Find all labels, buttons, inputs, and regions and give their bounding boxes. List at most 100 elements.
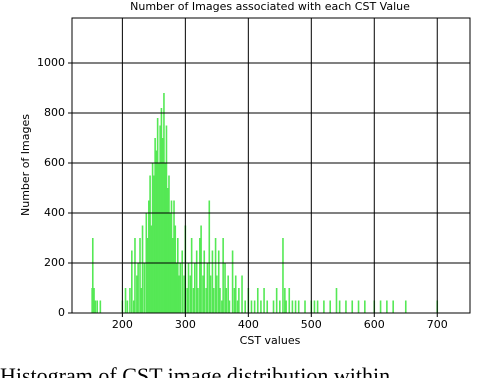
bar xyxy=(253,300,256,313)
bar xyxy=(156,118,159,313)
bar xyxy=(266,300,269,313)
bar xyxy=(141,225,144,313)
bar xyxy=(159,125,161,313)
bar xyxy=(209,275,212,313)
bar xyxy=(161,138,164,313)
bar xyxy=(153,175,155,313)
bar xyxy=(313,300,316,313)
bar xyxy=(224,263,226,313)
y-tick-label: 200 xyxy=(44,256,65,269)
bar xyxy=(222,238,224,313)
bar xyxy=(186,288,189,313)
bar xyxy=(386,300,388,313)
bar xyxy=(164,163,167,313)
bar xyxy=(139,238,141,313)
bar xyxy=(285,300,287,313)
bar xyxy=(364,300,366,313)
bar xyxy=(96,300,98,313)
bar xyxy=(241,275,243,313)
bar xyxy=(171,238,174,313)
bar xyxy=(338,300,341,313)
bar xyxy=(205,288,207,313)
y-tick-label: 600 xyxy=(44,156,65,169)
bar xyxy=(208,200,211,313)
bar xyxy=(225,288,228,313)
bar xyxy=(136,275,138,313)
bar xyxy=(404,300,407,313)
bar xyxy=(93,288,95,313)
y-axis-label: Number of Images xyxy=(19,114,32,216)
bar xyxy=(329,300,331,313)
bar xyxy=(233,288,236,313)
x-tick-label: 300 xyxy=(175,318,196,331)
bar xyxy=(155,150,158,313)
bar xyxy=(132,300,135,313)
bar xyxy=(238,288,240,313)
bar xyxy=(294,300,297,313)
bar xyxy=(392,300,394,313)
bar xyxy=(231,250,234,313)
bar xyxy=(175,263,178,313)
bar xyxy=(99,300,102,313)
bar xyxy=(335,288,338,313)
bar xyxy=(187,263,190,313)
bar xyxy=(150,225,153,313)
bar xyxy=(160,108,163,313)
bar xyxy=(192,288,195,313)
bar xyxy=(214,238,217,313)
bar xyxy=(217,250,220,313)
caption: Histogram of CST image distribution with… xyxy=(0,363,390,378)
bar xyxy=(279,300,281,313)
y-tick-label: 1000 xyxy=(37,56,65,69)
bar xyxy=(140,288,143,313)
bar xyxy=(148,200,150,313)
bar xyxy=(149,175,151,313)
bar xyxy=(291,300,294,313)
bar xyxy=(131,250,133,313)
bar xyxy=(154,138,156,313)
bar xyxy=(212,288,215,313)
bar xyxy=(260,300,262,313)
bar xyxy=(202,275,204,313)
bar xyxy=(316,300,319,313)
bar xyxy=(282,238,284,313)
bar xyxy=(126,300,129,313)
bar xyxy=(174,225,177,313)
chart-title: Number of Images associated with each CS… xyxy=(130,0,410,13)
bar xyxy=(284,288,286,313)
bar xyxy=(124,288,127,313)
bar xyxy=(194,263,196,313)
bar xyxy=(304,300,306,313)
bar xyxy=(170,200,173,313)
bar xyxy=(199,238,201,313)
bar xyxy=(166,188,169,313)
bar xyxy=(216,275,218,313)
bar xyxy=(323,300,325,313)
bar xyxy=(181,250,184,313)
bar xyxy=(151,163,154,313)
bar xyxy=(211,250,214,313)
bar xyxy=(183,275,185,313)
bar xyxy=(94,300,97,313)
bar xyxy=(173,200,175,313)
bar xyxy=(190,238,193,313)
x-axis-label: CST values xyxy=(240,334,301,347)
bar xyxy=(345,300,347,313)
bar xyxy=(195,250,198,313)
bar xyxy=(165,125,168,313)
x-tick-label: 200 xyxy=(112,318,133,331)
bar xyxy=(158,163,160,313)
bar xyxy=(200,225,202,313)
y-tick-label: 0 xyxy=(58,306,65,319)
bar xyxy=(178,275,180,313)
x-tick-label: 500 xyxy=(301,318,322,331)
bar xyxy=(179,263,182,313)
bar xyxy=(197,288,199,313)
x-tick-label: 600 xyxy=(364,318,385,331)
bar xyxy=(250,300,253,313)
bar xyxy=(272,300,275,313)
bar xyxy=(256,288,259,313)
bar xyxy=(228,300,231,313)
bar xyxy=(168,175,170,313)
